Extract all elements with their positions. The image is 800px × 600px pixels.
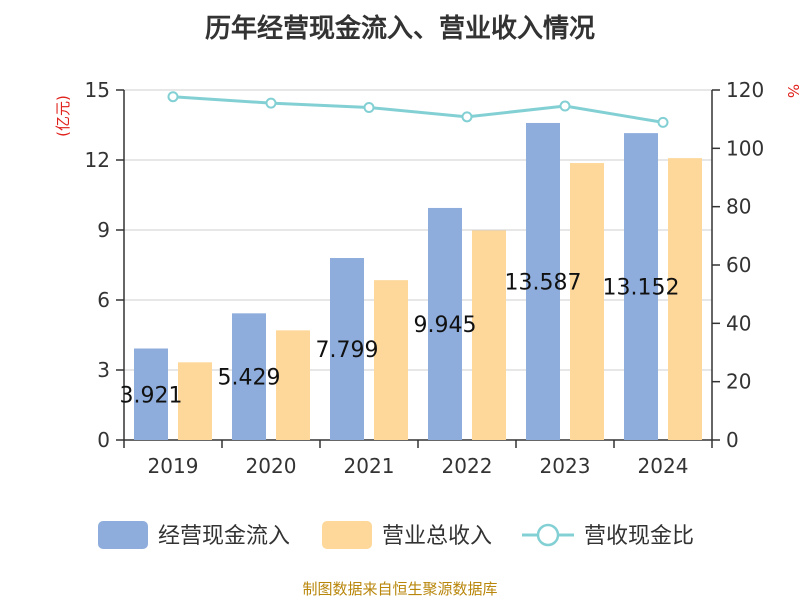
bar-revenue	[668, 158, 702, 440]
y-right-tick-label: 60	[726, 253, 751, 277]
bar-cash-inflow	[232, 313, 266, 440]
data-label: 13.152	[603, 276, 680, 301]
line-point	[657, 116, 669, 128]
y-right-tick-label: 80	[726, 195, 751, 219]
bar-revenue	[178, 362, 212, 440]
bar-revenue	[374, 280, 408, 440]
data-label: 5.429	[218, 366, 281, 391]
y-left-tick-label: 6	[97, 288, 110, 312]
y-right-tick-label: 0	[726, 428, 739, 452]
line-point	[559, 100, 571, 112]
line-point	[363, 102, 375, 113]
data-label: 3.921	[120, 383, 183, 408]
line-point	[461, 111, 473, 123]
bar-cash-inflow	[624, 133, 658, 440]
x-tick-label: 2022	[442, 454, 493, 478]
y-right-tick-label: 40	[726, 311, 751, 335]
y-left-tick-label: 15	[85, 78, 110, 102]
data-label: 13.587	[505, 270, 582, 295]
y-right-tick-label: 100	[726, 136, 764, 160]
line-point	[265, 97, 277, 109]
bar-cash-inflow	[134, 348, 168, 440]
bar-cash-inflow	[526, 122, 560, 440]
y-right-tick-label: 20	[726, 370, 751, 394]
legend-swatch-revenue	[322, 521, 372, 549]
bar-cash-inflow	[330, 258, 364, 440]
x-tick-label: 2024	[638, 454, 689, 478]
x-tick-label: 2021	[344, 454, 395, 478]
y-left-tick-label: 9	[97, 218, 110, 242]
legend-label-cash-inflow: 经营现金流入	[158, 524, 290, 549]
y-left-unit-label: (亿元)	[54, 95, 72, 137]
x-tick-label: 2020	[246, 454, 297, 478]
y-left-tick-label: 0	[97, 428, 110, 452]
y-left-tick-label: 12	[85, 148, 110, 172]
y-right-tick-label: 120	[726, 78, 764, 102]
line-point	[167, 91, 179, 103]
legend-swatch-cash-inflow	[98, 521, 148, 549]
data-label: 9.945	[414, 313, 477, 338]
bar-revenue	[276, 330, 310, 440]
legend-label-ratio: 营收现金比	[584, 524, 694, 549]
x-tick-label: 2019	[148, 454, 199, 478]
bar-cash-inflow	[428, 207, 462, 440]
y-right-unit-label: %	[784, 84, 800, 98]
chart-title: 历年经营现金流入、营业收入情况	[204, 14, 595, 44]
data-source-note: 制图数据来自恒生聚源数据库	[302, 580, 498, 598]
bar-revenue	[472, 230, 506, 440]
data-label: 7.799	[316, 338, 379, 363]
legend-marker-ratio	[536, 523, 560, 547]
line-revenue-cash-ratio	[172, 95, 664, 124]
y-left-tick-label: 3	[97, 358, 110, 382]
legend-label-revenue: 营业总收入	[382, 524, 492, 549]
bar-revenue	[570, 163, 604, 441]
x-tick-label: 2023	[540, 454, 591, 478]
